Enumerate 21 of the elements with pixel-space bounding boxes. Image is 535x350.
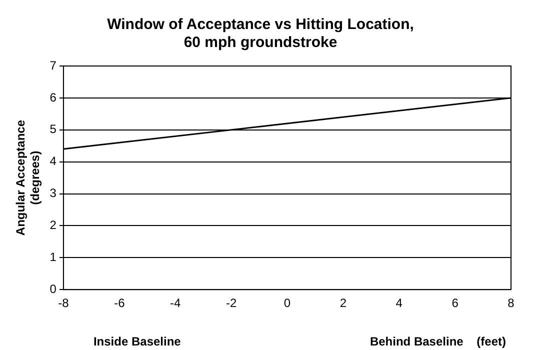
y-tick-label: 6 <box>50 90 57 104</box>
y-tick-label: 2 <box>50 218 57 232</box>
y-tick-label: 7 <box>50 58 57 72</box>
x-tick-label: 0 <box>284 296 291 310</box>
x-tick-label: 2 <box>340 296 347 310</box>
x-tick-label: -2 <box>226 296 237 310</box>
y-tick-label: 1 <box>50 250 57 264</box>
x-tick-label: -4 <box>170 296 182 310</box>
y-axis-title: Angular Acceptance (degrees) <box>14 120 42 236</box>
x-tick-label: -6 <box>114 296 126 310</box>
text: Inside Baseline <box>93 334 182 349</box>
chart-title: Window of Acceptance vs Hitting Location, 60 mph groundstroke <box>107 16 414 52</box>
x-tick-label: -8 <box>58 296 70 310</box>
text: Behind Baseline (feet) <box>370 334 506 349</box>
y-tick-label: 5 <box>50 122 57 136</box>
x-tick-label: 6 <box>452 296 459 310</box>
y-tick-label: 0 <box>50 282 57 296</box>
y-tick-label: 4 <box>50 154 57 168</box>
y-tick-label: 3 <box>50 186 57 200</box>
x-tick-label: 4 <box>396 296 403 310</box>
x-tick-label: 8 <box>508 296 515 310</box>
